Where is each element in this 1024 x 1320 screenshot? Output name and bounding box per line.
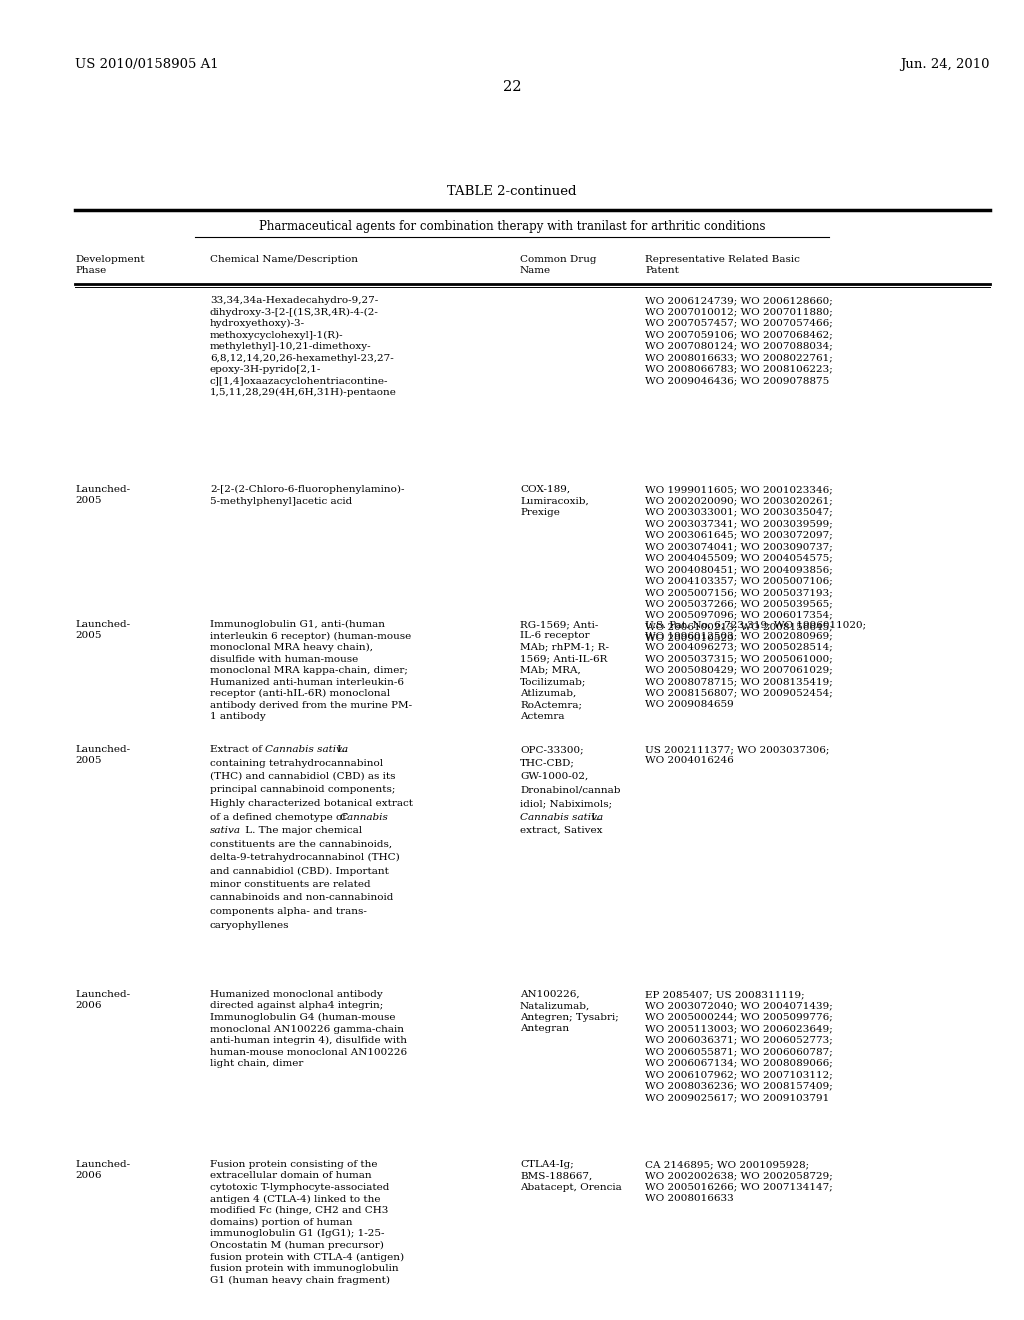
Text: COX-189,
Lumiracoxib,
Prexige: COX-189, Lumiracoxib, Prexige: [520, 484, 589, 517]
Text: Dronabinol/cannab: Dronabinol/cannab: [520, 785, 621, 795]
Text: Launched-
2005: Launched- 2005: [75, 744, 130, 766]
Text: Highly characterized botanical extract: Highly characterized botanical extract: [210, 799, 413, 808]
Text: 2-[2-(2-Chloro-6-fluorophenylamino)-
5-methylphenyl]acetic acid: 2-[2-(2-Chloro-6-fluorophenylamino)- 5-m…: [210, 484, 404, 506]
Text: EP 2085407; US 2008311119;
WO 2003072040; WO 2004071439;
WO 2005000244; WO 20050: EP 2085407; US 2008311119; WO 2003072040…: [645, 990, 833, 1102]
Text: Cannabis sativa: Cannabis sativa: [265, 744, 348, 754]
Text: and cannabidiol (CBD). Important: and cannabidiol (CBD). Important: [210, 866, 389, 875]
Text: Cannabis sativa: Cannabis sativa: [520, 813, 603, 821]
Text: CA 2146895; WO 2001095928;
WO 2002002638; WO 2002058729;
WO 2005016266; WO 20071: CA 2146895; WO 2001095928; WO 2002002638…: [645, 1160, 833, 1204]
Text: Launched-
2006: Launched- 2006: [75, 1160, 130, 1180]
Text: Representative Related Basic
Patent: Representative Related Basic Patent: [645, 255, 800, 276]
Text: delta-9-tetrahydrocannabinol (THC): delta-9-tetrahydrocannabinol (THC): [210, 853, 399, 862]
Text: Immunoglobulin G1, anti-(human
interleukin 6 receptor) (human-mouse
monoclonal M: Immunoglobulin G1, anti-(human interleuk…: [210, 620, 412, 721]
Text: WO 1999011605; WO 2001023346;
WO 2002020090; WO 2003020261;
WO 2003033001; WO 20: WO 1999011605; WO 2001023346; WO 2002020…: [645, 484, 833, 643]
Text: L. The major chemical: L. The major chemical: [242, 826, 362, 836]
Text: U.S. Pat. No. 6,723,319; WO 1996011020;
WO 1996012503; WO 2002080969;
WO 2004096: U.S. Pat. No. 6,723,319; WO 1996011020; …: [645, 620, 866, 709]
Text: GW-1000-02,: GW-1000-02,: [520, 772, 588, 781]
Text: Development
Phase: Development Phase: [75, 255, 144, 276]
Text: 22: 22: [503, 81, 521, 94]
Text: Common Drug
Name: Common Drug Name: [520, 255, 597, 276]
Text: THC-CBD;: THC-CBD;: [520, 759, 574, 767]
Text: idiol; Nabiximols;: idiol; Nabiximols;: [520, 799, 612, 808]
Text: Launched-
2005: Launched- 2005: [75, 484, 130, 506]
Text: OPC-33300;: OPC-33300;: [520, 744, 584, 754]
Text: Cannabis: Cannabis: [340, 813, 389, 821]
Text: RG-1569; Anti-
IL-6 receptor
MAb; rhPM-1; R-
1569; Anti-IL-6R
MAb; MRA,
Tocilizu: RG-1569; Anti- IL-6 receptor MAb; rhPM-1…: [520, 620, 609, 721]
Text: extract, Sativex: extract, Sativex: [520, 826, 602, 836]
Text: Chemical Name/Description: Chemical Name/Description: [210, 255, 358, 264]
Text: US 2010/0158905 A1: US 2010/0158905 A1: [75, 58, 219, 71]
Text: sativa: sativa: [210, 826, 241, 836]
Text: minor constituents are related: minor constituents are related: [210, 880, 371, 888]
Text: L.: L.: [334, 744, 347, 754]
Text: Launched-
2006: Launched- 2006: [75, 990, 130, 1010]
Text: Humanized monoclonal antibody
directed against alpha4 integrin;
Immunoglobulin G: Humanized monoclonal antibody directed a…: [210, 990, 408, 1068]
Text: CTLA4-Ig;
BMS-188667,
Abatacept, Orencia: CTLA4-Ig; BMS-188667, Abatacept, Orencia: [520, 1160, 622, 1192]
Text: principal cannabinoid components;: principal cannabinoid components;: [210, 785, 395, 795]
Text: of a defined chemotype of: of a defined chemotype of: [210, 813, 349, 821]
Text: Pharmaceutical agents for combination therapy with tranilast for arthritic condi: Pharmaceutical agents for combination th…: [259, 220, 765, 234]
Text: components alpha- and trans-: components alpha- and trans-: [210, 907, 367, 916]
Text: L.: L.: [588, 813, 601, 821]
Text: Launched-
2005: Launched- 2005: [75, 620, 130, 640]
Text: Extract of: Extract of: [210, 744, 265, 754]
Text: containing tetrahydrocannabinol: containing tetrahydrocannabinol: [210, 759, 383, 767]
Text: Fusion protein consisting of the
extracellular domain of human
cytotoxic T-lymph: Fusion protein consisting of the extrace…: [210, 1160, 404, 1284]
Text: US 2002111377; WO 2003037306;
WO 2004016246: US 2002111377; WO 2003037306; WO 2004016…: [645, 744, 829, 766]
Text: constituents are the cannabinoids,: constituents are the cannabinoids,: [210, 840, 392, 849]
Text: Jun. 24, 2010: Jun. 24, 2010: [900, 58, 990, 71]
Text: (THC) and cannabidiol (CBD) as its: (THC) and cannabidiol (CBD) as its: [210, 772, 395, 781]
Text: WO 2006124739; WO 2006128660;
WO 2007010012; WO 2007011880;
WO 2007057457; WO 20: WO 2006124739; WO 2006128660; WO 2007010…: [645, 296, 833, 385]
Text: TABLE 2-continued: TABLE 2-continued: [447, 185, 577, 198]
Text: caryophyllenes: caryophyllenes: [210, 920, 290, 929]
Text: AN100226,
Natalizumab,
Antegren; Tysabri;
Antegran: AN100226, Natalizumab, Antegren; Tysabri…: [520, 990, 618, 1034]
Text: 33,34,34a-Hexadecahydro-9,27-
dihydroxy-3-[2-[(1S,3R,4R)-4-(2-
hydroxyethoxy)-3-: 33,34,34a-Hexadecahydro-9,27- dihydroxy-…: [210, 296, 397, 397]
Text: cannabinoids and non-cannabinoid: cannabinoids and non-cannabinoid: [210, 894, 393, 903]
